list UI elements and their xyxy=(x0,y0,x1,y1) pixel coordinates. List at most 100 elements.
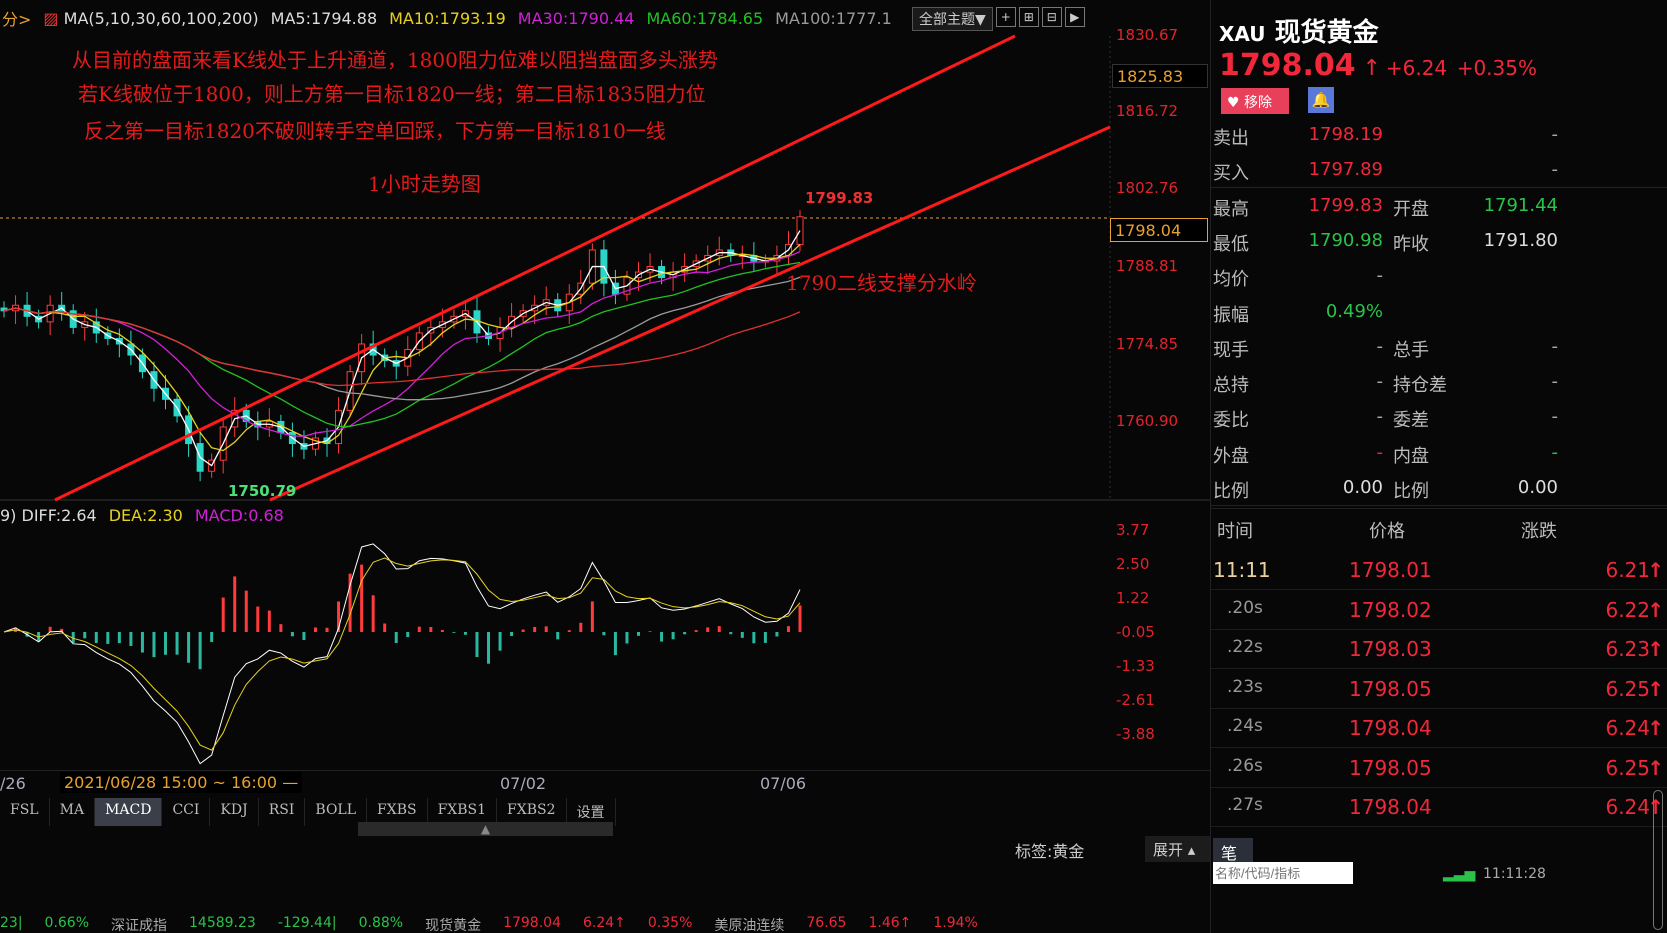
high-label: 1799.83 xyxy=(805,189,874,207)
stat-v1: 1797.89 xyxy=(1308,159,1383,181)
indicator-tabs: FSL MA MACD CCI KDJ RSI BOLL FXBS FXBS1 FXBS2 设置 xyxy=(0,798,616,826)
ticker-item[interactable]: 0.66% xyxy=(44,915,90,931)
ticker-item[interactable]: 76.65 xyxy=(806,915,847,931)
ticker-item[interactable]: 深证成指 xyxy=(111,918,168,933)
trade-p: 1798.05 xyxy=(1349,676,1432,701)
stat-v1: 0.00 xyxy=(1342,477,1383,498)
up-arrow-icon: ↑ xyxy=(1647,676,1664,701)
macd-bar xyxy=(786,626,790,632)
stat-l1: 均价 xyxy=(1213,269,1249,291)
stat-row: 最低 1790.98 昨收 1791.80 xyxy=(1211,224,1667,259)
zoom-in-icon[interactable]: ⊞ xyxy=(1018,7,1039,27)
tab-fxbs1[interactable]: FXBS1 xyxy=(428,798,498,826)
stat-v1: 1798.19 xyxy=(1308,124,1383,145)
ticker-item[interactable]: 1.94% xyxy=(933,915,978,931)
ticker-item[interactable]: 14589.23 xyxy=(189,915,256,931)
macd-bar xyxy=(60,628,64,632)
macd-bar xyxy=(106,632,110,644)
stat-v1: 0.49% xyxy=(1325,300,1383,322)
signal-icon: ▂▃▅ xyxy=(1443,866,1476,882)
trade-p: 1798.02 xyxy=(1349,597,1432,622)
macd-bar xyxy=(636,632,640,636)
ticker-item[interactable]: 0.88% xyxy=(358,915,404,931)
support-annotation: 1790二线支撑分水岭 xyxy=(786,271,977,295)
next-icon[interactable]: ▶ xyxy=(1064,7,1085,27)
ticker-item[interactable]: 美原油连续 xyxy=(714,918,785,933)
search-input[interactable] xyxy=(1213,862,1353,884)
tab-ma[interactable]: MA xyxy=(50,798,96,826)
diff-line xyxy=(3,543,801,765)
tab-fxbs[interactable]: FXBS xyxy=(367,798,428,826)
zoom-out-icon[interactable]: ⊟ xyxy=(1041,7,1062,27)
ticker-item[interactable]: 0.35% xyxy=(647,915,693,931)
tab-cci[interactable]: CCI xyxy=(162,798,211,826)
tab-macd[interactable]: MACD xyxy=(95,798,163,826)
macd-bar xyxy=(152,632,156,658)
chart-toolbar: 分> ▨ MA(5,10,30,60,100,200) MA5:1794.88 … xyxy=(0,0,1210,36)
ticker-item[interactable]: 1.46↑ xyxy=(868,915,912,931)
macd-bar xyxy=(602,632,606,636)
ticker-item[interactable]: 6.24↑ xyxy=(582,915,626,931)
stat-v1: - xyxy=(1376,406,1384,428)
quote-price: 1798.04 ↑ +6.24 +0.35% xyxy=(1219,48,1537,83)
ma60-value: MA60:1784.65 xyxy=(646,8,764,28)
stat-row: 总持 - 持仓差 - xyxy=(1211,365,1667,400)
quote-title: XAU 现货黄金 xyxy=(1219,18,1379,48)
macd-bar xyxy=(164,632,168,655)
pen-tab[interactable]: 笔 xyxy=(1213,838,1253,863)
tag-label[interactable]: 标签:黄金 xyxy=(1015,842,1085,861)
ma5-line xyxy=(3,230,801,467)
period-label[interactable]: 分> xyxy=(2,10,32,29)
macd-bar xyxy=(175,632,179,655)
trade-c: 6.23 xyxy=(1605,637,1650,661)
stat-v2: 0.00 xyxy=(1517,477,1558,498)
trade-row: .24s 1798.04 6.24 ↑ xyxy=(1211,706,1667,748)
ma5-value: MA5:1794.88 xyxy=(270,8,378,28)
ma10-line xyxy=(3,243,801,452)
dea-value: DEA:2.30 xyxy=(108,506,183,525)
stat-v2: - xyxy=(1551,441,1559,463)
toolbar-buttons: 全部主题▼ + ⊞ ⊟ ▶ xyxy=(912,7,1085,31)
tab-boll[interactable]: BOLL xyxy=(305,798,368,826)
macd-bar xyxy=(233,576,237,632)
macd-bar xyxy=(129,632,133,646)
macd-value: MACD:0.68 xyxy=(194,506,284,525)
ticker-item[interactable]: -129.44| xyxy=(277,915,337,931)
macd-bar xyxy=(717,626,721,632)
stat-row: 振幅 0.49% xyxy=(1211,295,1667,330)
stat-l1: 比例 xyxy=(1213,481,1249,502)
tab-fxbs2[interactable]: FXBS2 xyxy=(497,798,567,826)
theme-dropdown[interactable]: 全部主题▼ xyxy=(912,7,993,31)
quote-panel: XAU 现货黄金 1798.04 ↑ +6.24 +0.35% ♥ 移除 🔔 卖… xyxy=(1210,0,1667,933)
scrollbar[interactable] xyxy=(1653,790,1663,930)
ticker-item[interactable]: 23| xyxy=(0,915,23,931)
heart-icon: ♥ xyxy=(1227,95,1240,111)
tab-kdj[interactable]: KDJ xyxy=(210,798,259,826)
macd-bar xyxy=(567,630,571,632)
ma200-line xyxy=(3,307,801,387)
macd-bar xyxy=(198,632,202,670)
trade-c: 6.21 xyxy=(1605,558,1650,582)
remove-favorite-button[interactable]: ♥ 移除 xyxy=(1221,88,1289,114)
collapse-handle[interactable]: ▲ xyxy=(358,822,613,836)
tab-fsl[interactable]: FSL xyxy=(0,798,50,826)
stat-l2: 昨收 xyxy=(1393,233,1429,255)
macd-tick: -0.05 xyxy=(1116,623,1155,641)
macd-bar xyxy=(752,632,756,644)
macd-bar xyxy=(648,631,652,632)
ticker-item[interactable]: 1798.04 xyxy=(503,915,561,931)
price-tick: 1760.90 xyxy=(1116,412,1179,430)
tab-rsi[interactable]: RSI xyxy=(259,798,306,826)
tab-设置[interactable]: 设置 xyxy=(567,798,616,826)
trade-p: 1798.04 xyxy=(1349,716,1432,740)
macd-bar xyxy=(475,632,479,658)
ma-indicator-label[interactable]: ▨ MA(5,10,30,60,100,200) xyxy=(43,8,259,28)
bell-icon[interactable]: 🔔 xyxy=(1308,87,1334,113)
kline-chart[interactable] xyxy=(0,0,1210,780)
macd-bar xyxy=(383,623,387,632)
expand-button[interactable]: 展开 ▴ xyxy=(1145,836,1210,862)
macd-bar xyxy=(360,564,364,632)
stat-l1: 最低 xyxy=(1213,233,1249,255)
crosshair-icon[interactable]: + xyxy=(995,7,1016,27)
ticker-item[interactable]: 现货黄金 xyxy=(425,918,482,933)
